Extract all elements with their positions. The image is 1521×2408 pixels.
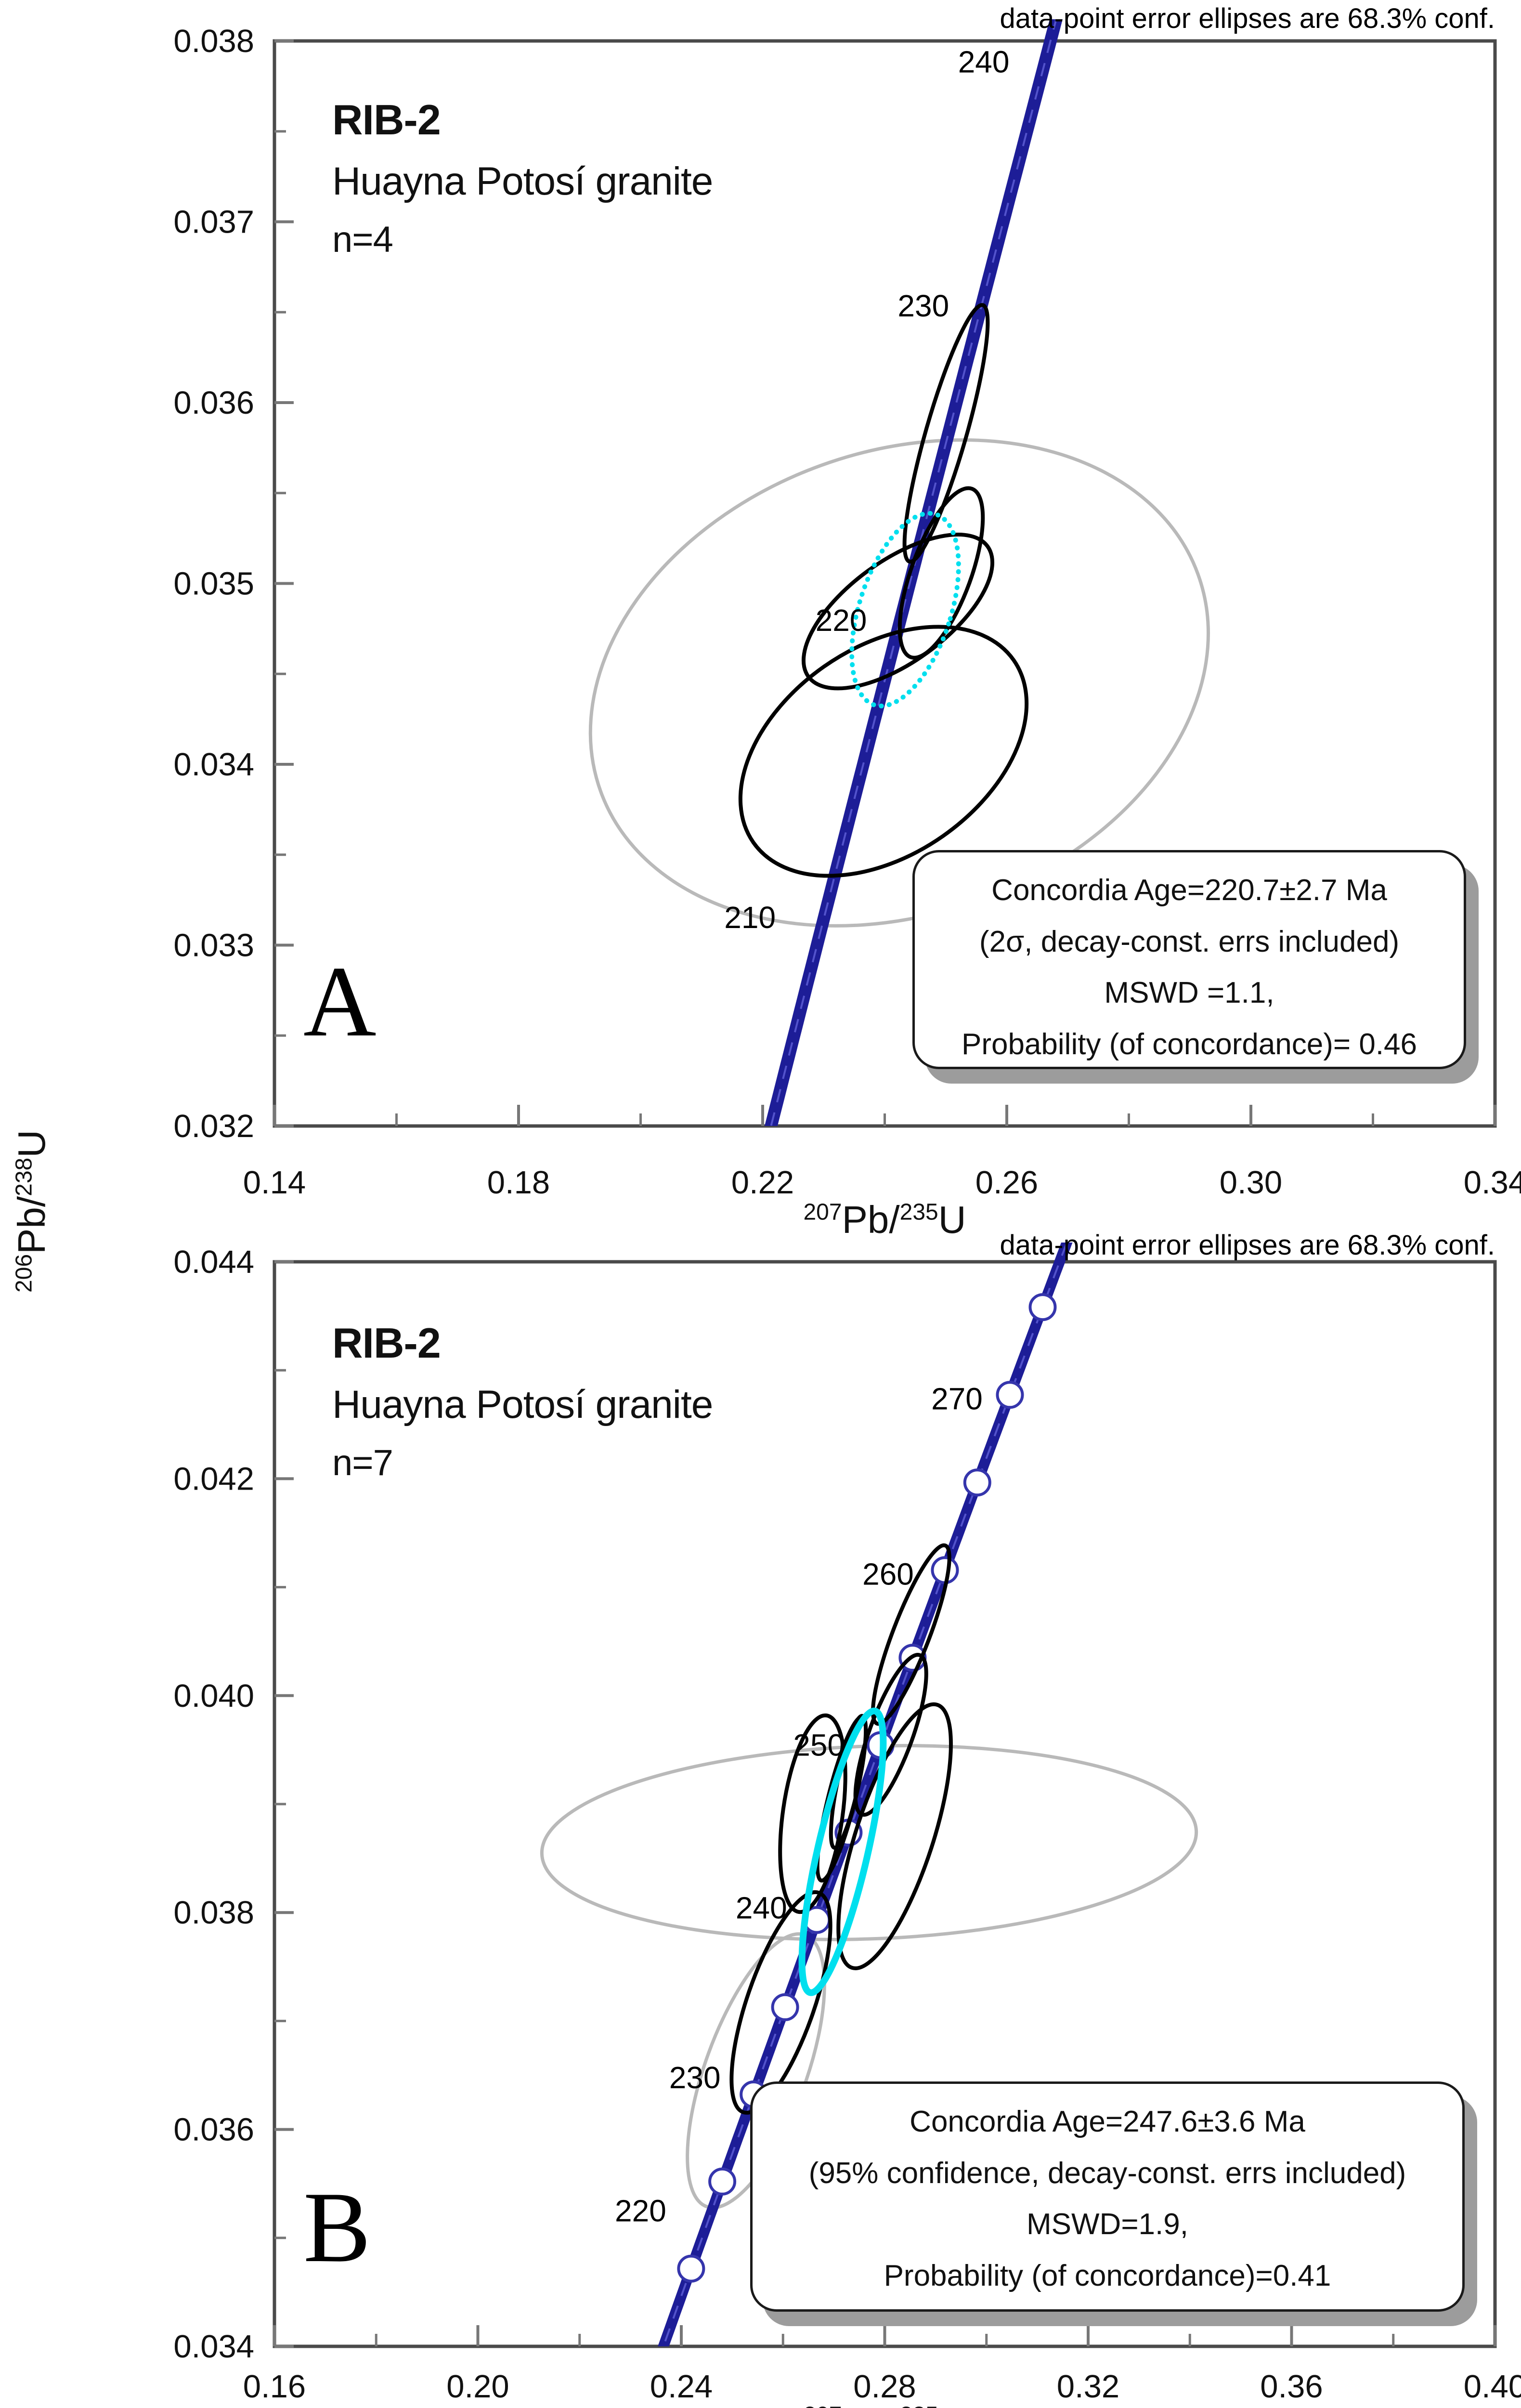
- lithology: Huayna Potosí granite: [332, 1383, 713, 1426]
- mswd-line: MSWD=1.9,: [1027, 2208, 1188, 2241]
- element: U: [938, 2401, 966, 2408]
- concordia-age-marker: [996, 1381, 1024, 1409]
- element: Pb/: [842, 2401, 900, 2408]
- x-axis-label-b: 207Pb/235U: [274, 2401, 1495, 2408]
- isotope-mass: 207: [803, 2402, 842, 2408]
- age-line: Concordia Age=247.6±3.6 Ma: [910, 2105, 1305, 2138]
- y-axis-label: 206Pb/238U: [10, 1043, 63, 1380]
- concordia-age-marker: [1028, 1293, 1057, 1322]
- x-tick-label: 0.36: [1260, 2369, 1323, 2405]
- panel-letter-a: A: [303, 946, 377, 1058]
- isotope-mass: 238: [11, 1157, 37, 1196]
- probability-line: Probability (of concordance)= 0.46: [961, 1027, 1417, 1061]
- concordia-age-marker: [963, 1468, 991, 1497]
- concordia-age-error-ellipse: [798, 1707, 887, 1996]
- y-tick-label: 0.033: [173, 928, 254, 964]
- x-tick-label: 0.24: [650, 2369, 713, 2405]
- concordia-age-label: 230: [669, 2060, 721, 2095]
- isotope-mass: 207: [803, 1199, 842, 1225]
- concordia-age-label: 250: [793, 1728, 845, 1763]
- conf-line: (95% confidence, decay-const. errs inclu…: [808, 2156, 1406, 2190]
- concordia-age-box-b: Concordia Age=247.6±3.6 Ma (95% confiden…: [750, 2081, 1465, 2312]
- x-tick-label: 0.16: [243, 2369, 306, 2405]
- x-tick-label: 0.18: [487, 1165, 550, 1201]
- concordia-age-marker: [677, 2254, 705, 2283]
- x-tick-label: 0.40: [1464, 2369, 1521, 2405]
- data-error-ellipse: [778, 1713, 847, 1914]
- isotope-mass: 235: [899, 1199, 938, 1225]
- data-error-ellipse: [836, 1702, 953, 1970]
- concordia-age-box-a: Concordia Age=220.7±2.7 Ma (2σ, decay-co…: [912, 850, 1466, 1069]
- n-count: n=7: [332, 1442, 393, 1483]
- element: Pb/: [842, 1198, 900, 1241]
- y-tick-label: 0.032: [173, 1108, 254, 1144]
- conf-note-b: data-point error ellipses are 68.3% conf…: [1000, 1230, 1495, 1261]
- concordia-age-label: 210: [724, 900, 776, 935]
- y-tick-label: 0.042: [173, 1461, 254, 1497]
- conf-line: (2σ, decay-const. errs included): [979, 925, 1400, 958]
- panel-letter-b: B: [303, 2172, 371, 2283]
- y-tick-label: 0.036: [173, 2112, 254, 2148]
- n-count: n=4: [332, 219, 393, 260]
- age-line: Concordia Age=220.7±2.7 Ma: [991, 874, 1387, 907]
- panel-b-title-block: RIB-2 Huayna Potosí granite n=7: [332, 1319, 713, 1484]
- concordia-age-label: 220: [816, 603, 867, 638]
- plot-content: [588, 19, 1210, 1126]
- element: U: [10, 1129, 53, 1158]
- y-tick-label: 0.035: [173, 566, 254, 602]
- concordia-age-label: 240: [958, 45, 1010, 79]
- y-tick-label: 0.038: [173, 1895, 254, 1931]
- x-tick-label: 0.32: [1057, 2369, 1119, 2405]
- data-error-ellipse: [729, 1890, 832, 2115]
- sample-name: RIB-2: [332, 96, 441, 144]
- concordia-age-label: 230: [897, 288, 949, 323]
- concordia-age-label: 220: [615, 2194, 666, 2228]
- concordia-age-label: 270: [931, 1381, 983, 1416]
- concordia-age-marker: [771, 1993, 799, 2021]
- concordia-age-marker: [931, 1556, 959, 1584]
- mswd-line: MSWD =1.1,: [1104, 976, 1274, 1010]
- lithology: Huayna Potosí granite: [332, 159, 713, 203]
- y-tick-label: 0.044: [173, 1244, 254, 1280]
- data-error-ellipse: [897, 486, 985, 660]
- x-tick-label: 0.34: [1464, 1165, 1521, 1201]
- isotope-mass: 206: [11, 1254, 37, 1293]
- y-tick-label: 0.034: [173, 746, 254, 783]
- sample-name: RIB-2: [332, 1319, 441, 1367]
- element: Pb/: [10, 1196, 53, 1254]
- x-tick-label: 0.14: [243, 1165, 306, 1201]
- y-tick-label: 0.036: [173, 385, 254, 421]
- panel-a-title-block: RIB-2 Huayna Potosí granite n=4: [332, 95, 713, 261]
- concordia-age-marker: [708, 2167, 737, 2196]
- isotope-mass: 235: [900, 2402, 938, 2408]
- data-error-ellipse: [738, 625, 1029, 878]
- data-error-ellipse: [871, 1543, 951, 1726]
- plot-content: [540, 1243, 1198, 2346]
- conf-note-a: data-point error ellipses are 68.3% conf…: [1000, 3, 1495, 34]
- x-tick-label: 0.26: [975, 1165, 1038, 1201]
- y-tick-label: 0.034: [173, 2329, 254, 2365]
- x-axis-label-a: 207Pb/235U: [274, 1198, 1495, 1242]
- concordia-panel-A: 0.14 0.18 0.22 0.26 0.30 0.34 0.032 0.033 0.034 0…: [173, 19, 1521, 1201]
- y-tick-label: 0.040: [173, 1678, 254, 1714]
- y-tick-label: 0.038: [173, 23, 254, 59]
- y-tick-label: 0.037: [173, 204, 254, 240]
- element: U: [938, 1198, 966, 1241]
- concordia-age-label: 240: [736, 1891, 787, 1925]
- concordia-age-label: 260: [862, 1557, 914, 1591]
- x-tick-label: 0.28: [853, 2369, 916, 2405]
- x-tick-label: 0.30: [1220, 1165, 1282, 1201]
- concordia-age-error-ellipse: [849, 510, 961, 708]
- x-tick-label: 0.20: [446, 2369, 509, 2405]
- x-tick-label: 0.22: [731, 1165, 794, 1201]
- probability-line: Probability (of concordance)=0.41: [884, 2259, 1331, 2292]
- concordia-line-core: [770, 19, 1057, 1126]
